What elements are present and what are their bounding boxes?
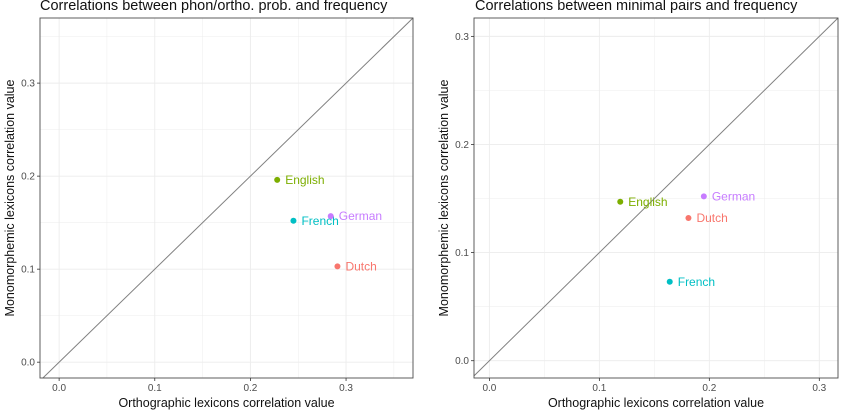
data-label-english: English bbox=[628, 195, 667, 209]
x-tick-label: 0.3 bbox=[812, 383, 826, 394]
y-axis-label: Monomorphemic lexicons correlation value bbox=[437, 79, 451, 316]
gridlines bbox=[40, 18, 413, 378]
diagonal-reference-line bbox=[473, 17, 839, 377]
y-axis-label: Monomorphemic lexicons correlation value bbox=[3, 79, 17, 316]
y-tick-label: 0.1 bbox=[455, 248, 469, 259]
x-axis-label: Orthographic lexicons correlation value bbox=[548, 396, 764, 410]
y-tick-label: 0.2 bbox=[455, 140, 469, 151]
data-point-dutch bbox=[685, 215, 692, 221]
x-tick-label: 0.1 bbox=[592, 383, 606, 394]
y-tick-label: 0.0 bbox=[455, 356, 469, 367]
y-tick-label: 0.0 bbox=[21, 358, 35, 369]
x-axis-label: Orthographic lexicons correlation value bbox=[118, 396, 334, 410]
x-tick-label: 0.0 bbox=[52, 383, 66, 394]
data-label-dutch: Dutch bbox=[696, 211, 727, 225]
x-tick-label: 0.2 bbox=[702, 383, 716, 394]
scatter-plot: 0.0 0.1 0.2 0.3 0.0 0.1 0.2 0.3 Orthographic lex… bbox=[3, 17, 414, 410]
x-tick-label: 0.1 bbox=[148, 383, 162, 394]
data-label-german: German bbox=[339, 209, 382, 223]
scatter-plot: 0.0 0.1 0.2 0.3 0.0 0.1 0.2 0.3 Orthographic lex… bbox=[437, 17, 839, 410]
chart-panel-left: Correlations between phon/ortho. prob. a… bbox=[3, 0, 414, 410]
y-tick-label: 0.2 bbox=[21, 172, 35, 183]
data-point-dutch bbox=[334, 263, 341, 270]
data-point-french bbox=[666, 278, 673, 285]
data-label-german: German bbox=[712, 189, 755, 203]
data-label-french: French bbox=[678, 275, 715, 289]
plot-border bbox=[39, 17, 414, 379]
plot-border bbox=[473, 17, 839, 379]
y-tick-label: 0.3 bbox=[455, 32, 469, 43]
data-point-english bbox=[617, 198, 624, 205]
data-label-dutch: Dutch bbox=[345, 259, 376, 273]
chart-title: Correlations between minimal pairs and f… bbox=[475, 0, 798, 14]
data-point-french bbox=[290, 217, 297, 224]
data-point-english bbox=[274, 176, 281, 183]
chart-title: Correlations between phon/ortho. prob. a… bbox=[40, 0, 388, 14]
diagonal-reference-line bbox=[42, 17, 414, 379]
y-tick-label: 0.3 bbox=[21, 79, 35, 90]
x-tick-label: 0.0 bbox=[482, 383, 496, 394]
data-point-german bbox=[327, 213, 334, 220]
gridlines bbox=[474, 18, 838, 378]
x-tick-label: 0.3 bbox=[339, 383, 353, 394]
data-label-english: English bbox=[285, 173, 324, 187]
x-tick-label: 0.2 bbox=[243, 383, 257, 394]
data-point-german bbox=[700, 193, 707, 200]
chart-panel-right: Correlations between minimal pairs and f… bbox=[425, 0, 850, 413]
y-tick-label: 0.1 bbox=[21, 265, 35, 276]
